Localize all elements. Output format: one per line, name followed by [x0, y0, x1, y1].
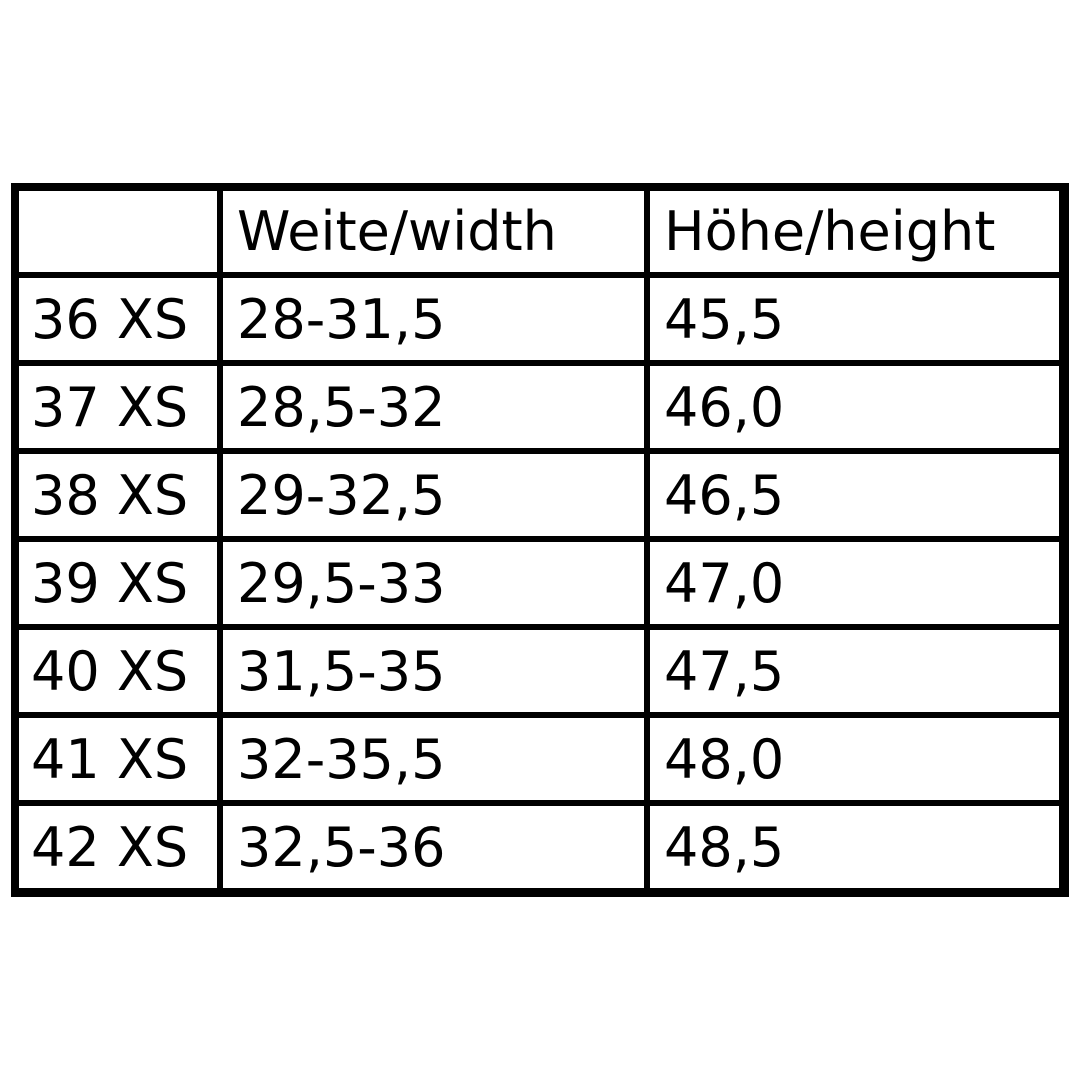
width-cell: 28-31,5 — [223, 278, 644, 360]
height-cell: 46,5 — [650, 454, 1059, 536]
size-table: Weite/width Höhe/height 36 XS 28-31,5 45,5… — [11, 183, 1069, 897]
width-cell: 32-35,5 — [223, 718, 644, 800]
height-cell: 46,0 — [650, 366, 1059, 448]
size-cell: 41 XS — [19, 718, 217, 800]
size-cell: 36 XS — [19, 278, 217, 360]
width-cell: 29,5-33 — [223, 542, 644, 624]
header-cell-empty — [19, 191, 217, 272]
size-cell: 37 XS — [19, 366, 217, 448]
header-cell-height: Höhe/height — [650, 191, 1059, 272]
width-cell: 28,5-32 — [223, 366, 644, 448]
height-cell: 48,0 — [650, 718, 1059, 800]
width-cell: 29-32,5 — [223, 454, 644, 536]
size-cell: 40 XS — [19, 630, 217, 712]
size-cell: 42 XS — [19, 806, 217, 888]
width-cell: 32,5-36 — [223, 806, 644, 888]
size-cell: 38 XS — [19, 454, 217, 536]
size-cell: 39 XS — [19, 542, 217, 624]
height-cell: 45,5 — [650, 278, 1059, 360]
width-cell: 31,5-35 — [223, 630, 644, 712]
height-cell: 48,5 — [650, 806, 1059, 888]
header-cell-width: Weite/width — [223, 191, 644, 272]
height-cell: 47,0 — [650, 542, 1059, 624]
height-cell: 47,5 — [650, 630, 1059, 712]
